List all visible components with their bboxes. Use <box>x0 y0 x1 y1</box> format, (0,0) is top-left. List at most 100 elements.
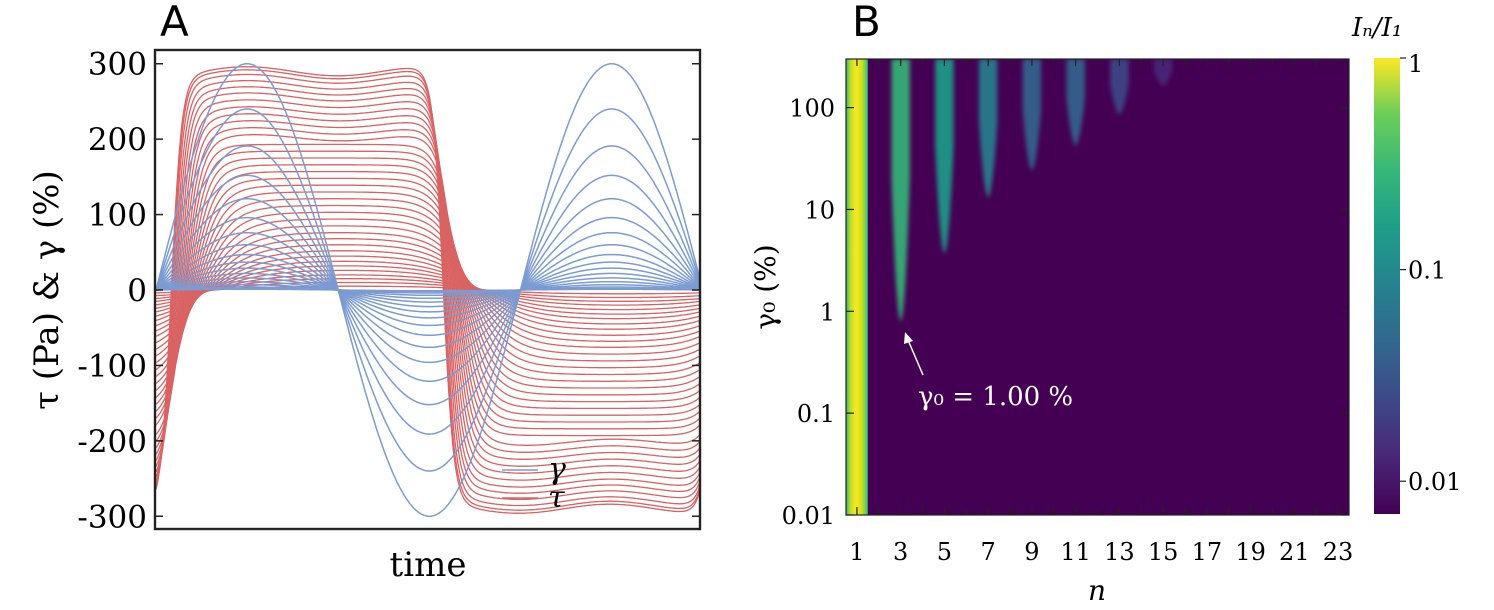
gamma-curve <box>156 197 700 383</box>
tau-curve <box>156 164 700 416</box>
panel-a-x-label: time <box>390 545 467 585</box>
gamma-curve <box>156 62 700 518</box>
b-xtick-label: 15 <box>1148 538 1179 566</box>
panel-b-y-axis: 100 10 1 0.1 0.01 <box>782 95 1349 530</box>
gamma-curve <box>156 174 700 406</box>
b-ytick-label: 0.01 <box>782 502 835 530</box>
b-xtick-label: 21 <box>1279 538 1310 566</box>
a-ytick-label: -100 <box>77 348 147 384</box>
panel-a-y-label: τ (Pa) & γ (%) <box>27 170 67 410</box>
tau-curve <box>156 238 700 342</box>
b-xtick-label: 17 <box>1192 538 1223 566</box>
b-xtick-label: 3 <box>893 538 908 566</box>
tau-curve <box>156 184 700 396</box>
b-ytick-label: 0.1 <box>797 400 835 428</box>
tau-curve <box>156 211 700 369</box>
harmonic-band-n11 <box>1066 59 1085 146</box>
panel-b-y-label: γ₀ (%) <box>749 244 782 329</box>
gamma-curve <box>156 287 700 293</box>
panel-label-a: A <box>160 0 189 46</box>
gamma-curve <box>156 231 700 349</box>
gamma-curve <box>156 243 700 337</box>
b-ytick-label: 1 <box>820 298 835 326</box>
annotation-text: γ₀ = 1.00 % <box>918 382 1073 412</box>
annotation: γ₀ = 1.00 % <box>904 332 1073 412</box>
b-xtick-label: 23 <box>1323 538 1354 566</box>
tau-curve <box>156 86 700 494</box>
tau-curve <box>156 177 700 403</box>
tau-curve <box>156 281 700 299</box>
b-ytick-label: 100 <box>789 95 835 123</box>
annotation-arrow-line <box>907 339 924 376</box>
gamma-curve <box>156 283 700 297</box>
gamma-curve <box>156 261 700 319</box>
colorbar-tick-label: 1 <box>1408 50 1423 78</box>
legend-label-gamma: γ <box>548 452 566 487</box>
tau-curve <box>156 198 700 382</box>
harmonic-band-n15 <box>1153 59 1173 87</box>
a-ytick-label: 100 <box>88 198 147 234</box>
tau-curve <box>156 127 700 453</box>
tau-curve <box>156 250 700 330</box>
colorbar-tick-label: 0.01 <box>1408 468 1461 496</box>
b-xtick-label: 13 <box>1104 538 1135 566</box>
a-ytick-label: 200 <box>88 122 147 158</box>
tau-curve <box>156 113 700 467</box>
tau-curve <box>156 269 700 311</box>
colorbar: 1 0.1 0.01 Iₙ/I₁ <box>1351 13 1461 514</box>
gamma-curve <box>156 145 700 435</box>
b-xtick-label: 19 <box>1235 538 1266 566</box>
gamma-curve <box>156 288 700 292</box>
harmonic-band-n3 <box>891 59 910 322</box>
tau-curve <box>156 225 700 355</box>
tau-curve <box>156 99 700 481</box>
b-xtick-label: 9 <box>1024 538 1039 566</box>
panel-a-y-axis: 300 200 100 0 -100 -200 -300 <box>77 47 700 535</box>
tau-curve <box>156 260 700 320</box>
tau-curve <box>156 66 700 514</box>
heatmap-harmonics <box>846 59 1173 515</box>
tau-curve <box>156 79 700 501</box>
tau-curve <box>156 92 700 488</box>
gamma-curve <box>156 280 700 300</box>
b-xtick-label: 11 <box>1060 538 1091 566</box>
panel-label-b: B <box>852 0 881 46</box>
b-ytick-label: 10 <box>804 196 835 224</box>
tau-curve <box>156 134 700 446</box>
colorbar-ticks: 1 0.1 0.01 <box>1400 50 1461 496</box>
colorbar-label: Iₙ/I₁ <box>1351 13 1402 43</box>
harmonic-band-n5 <box>935 59 954 254</box>
tau-curve <box>156 150 700 430</box>
b-xtick-label: 7 <box>981 538 996 566</box>
harmonic-band-n1 <box>846 59 868 515</box>
colorbar-tick-label: 0.1 <box>1408 257 1446 285</box>
panel-b-x-label: n <box>1088 574 1106 607</box>
gamma-curve <box>156 216 700 364</box>
tau-curve <box>156 106 700 474</box>
tau-curve <box>156 120 700 460</box>
gamma-curve <box>156 108 700 472</box>
harmonic-band-n9 <box>1022 59 1042 171</box>
harmonic-band-n7 <box>978 59 998 198</box>
gamma-curve <box>156 286 700 294</box>
annotation-arrow-head <box>904 332 913 344</box>
b-xtick-label: 5 <box>937 538 952 566</box>
heatmap-background <box>846 59 1349 515</box>
tau-curve <box>156 218 700 362</box>
harmonic-band-n13 <box>1110 59 1129 115</box>
a-ytick-label: 0 <box>127 273 147 309</box>
panel-b-x-axis: 1 3 5 7 9 11 13 15 17 19 21 23 <box>849 59 1353 566</box>
gamma-curve <box>156 272 700 308</box>
panel-a: A 300 200 100 0 -100 -200 -300 time τ (Pa) & γ… <box>27 0 702 585</box>
b-xtick-label: 1 <box>849 538 864 566</box>
tau-curve <box>156 143 700 437</box>
tau-curve <box>156 191 700 389</box>
a-ytick-label: -200 <box>77 424 147 460</box>
a-ytick-label: -300 <box>77 499 147 535</box>
tau-curve <box>156 157 700 423</box>
gamma-curve <box>156 277 700 303</box>
panel-a-plot-area <box>156 62 700 518</box>
tau-curve <box>156 204 700 376</box>
